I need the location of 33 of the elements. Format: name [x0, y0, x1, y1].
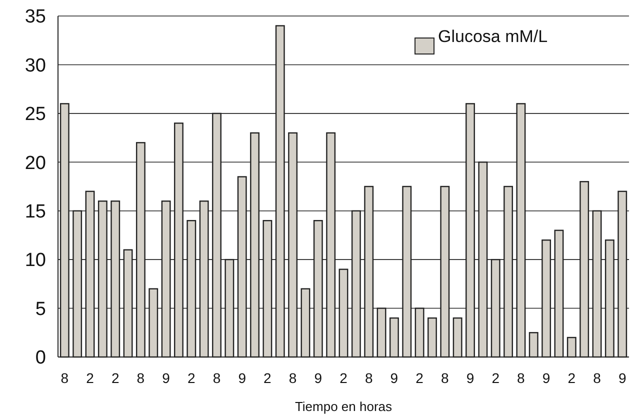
x-tick-label: 8	[593, 370, 602, 386]
x-tick-label: 8	[212, 370, 221, 386]
x-tick-label: 9	[542, 370, 550, 386]
x-tick-label: 9	[390, 370, 398, 386]
y-tick-label: 10	[24, 250, 46, 272]
y-tick-label: 0	[35, 348, 46, 369]
x-tick-label: 9	[162, 370, 170, 386]
legend-label: Glucosa mM/L	[438, 27, 548, 46]
x-tick-label: 8	[288, 370, 297, 386]
x-tick-label: 2	[416, 370, 424, 386]
x-tick-label: 2	[111, 370, 120, 386]
x-tick-label: 2	[568, 370, 576, 386]
x-tick-label: 9	[314, 370, 322, 386]
x-tick-label: 8	[136, 370, 145, 386]
x-tick-label: 2	[264, 370, 272, 386]
y-tick-label: 15	[24, 202, 46, 223]
x-tick-label: 9	[466, 370, 474, 386]
x-tick-label: 2	[86, 370, 94, 386]
y-tick-label: 35	[24, 6, 46, 28]
x-tick-label: 8	[364, 370, 373, 386]
y-tick-label: 20	[24, 152, 46, 174]
y-tick-label: 25	[24, 104, 46, 126]
x-tick-label: 2	[188, 370, 196, 386]
y-tick-label: 30	[24, 55, 46, 76]
x-tick-label: 8	[441, 370, 449, 386]
x-tick-label: 2	[492, 370, 500, 386]
x-tick-label: 9	[238, 370, 246, 386]
x-axis-title: Tiempo en horas	[294, 399, 393, 414]
y-tick-label: 5	[35, 298, 46, 320]
x-tick-label: 9	[618, 370, 626, 386]
x-tick-label: 8	[517, 370, 526, 386]
x-tick-label: 2	[340, 370, 348, 386]
x-tick-label: 8	[60, 370, 69, 386]
